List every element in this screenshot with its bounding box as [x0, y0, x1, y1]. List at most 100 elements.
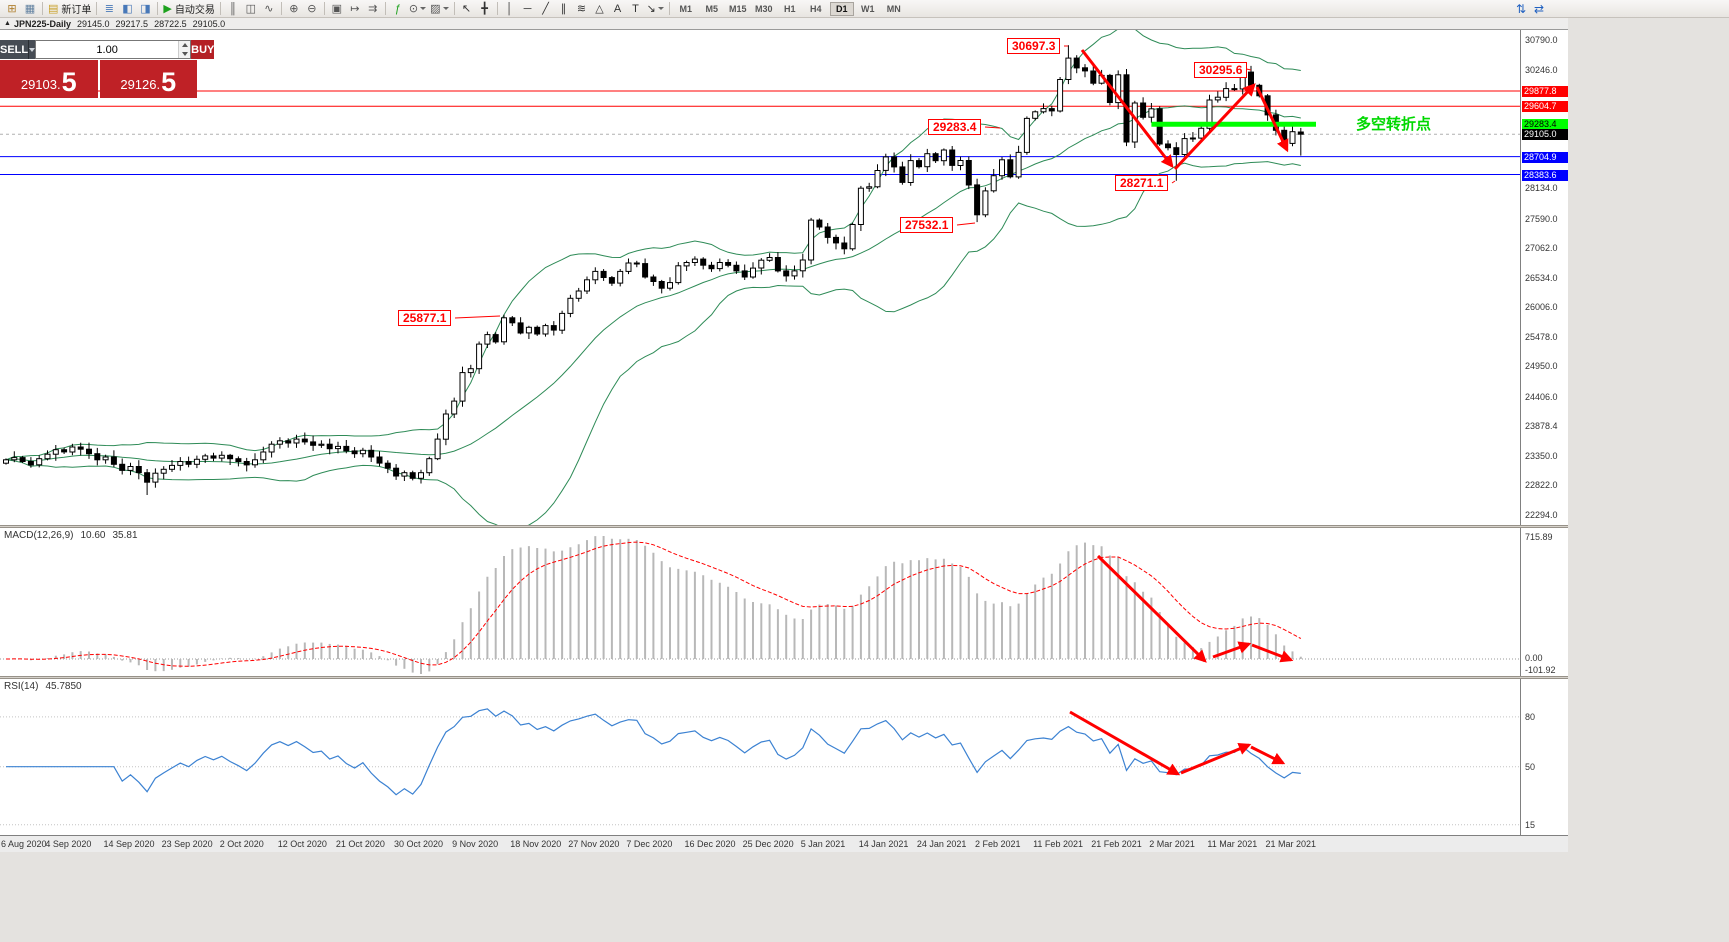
volume-input[interactable] [36, 41, 179, 58]
buy-button[interactable]: BUY [191, 40, 215, 59]
buy-price-display[interactable]: 29126. 5 [99, 60, 197, 98]
data-window-icon[interactable]: ◧ [118, 1, 136, 17]
chart-shift-icon[interactable]: ⇉ [364, 1, 382, 17]
timeframe-button-m30[interactable]: M30 [754, 3, 773, 14]
tile-windows-icon[interactable]: ▣ [328, 1, 346, 17]
price-tick-label: 24950.0 [1525, 361, 1558, 372]
time-axis-label: 14 Jan 2021 [858, 839, 909, 849]
trend-arrow [1080, 49, 1174, 168]
price-callout[interactable]: 30295.6 [1194, 62, 1248, 78]
market-watch-icon: ≣ [104, 2, 115, 15]
timeframe-button-m1[interactable]: M1 [679, 3, 692, 14]
rsi-arrow[interactable] [1069, 710, 1181, 776]
sell-button[interactable]: SELL [0, 40, 29, 59]
macd-arrow[interactable] [1096, 554, 1207, 663]
trend-arrows[interactable] [1080, 49, 1289, 171]
price-callout[interactable]: 29283.4 [928, 119, 982, 135]
price-callout[interactable]: 25877.1 [398, 310, 452, 326]
time-axis-label: 21 Mar 2021 [1265, 839, 1317, 849]
bar-chart-icon[interactable]: ║ [224, 1, 242, 17]
toolbar-separator [157, 2, 159, 15]
bollinger-bands [5, 30, 1301, 525]
rsi-arrow[interactable] [1180, 743, 1252, 775]
macd-panel[interactable] [0, 528, 1520, 676]
sell-price-display[interactable]: 29103. 5 [0, 60, 98, 98]
new-order-button[interactable]: ▤ 新订单 [46, 1, 93, 17]
timeframe-button-mn[interactable]: MN [886, 3, 901, 14]
price-tick-label: 23350.0 [1525, 450, 1558, 461]
equidistant-channel-icon[interactable]: ∥ [555, 1, 573, 17]
volume-up-icon[interactable] [179, 41, 190, 50]
arrows-tool-icon[interactable]: ↘ [645, 1, 666, 17]
new-chart-icon[interactable]: ⊞ [3, 1, 21, 17]
text-icon[interactable]: A [609, 1, 627, 17]
trendline-icon[interactable]: ╱ [537, 1, 555, 17]
timeframe-button-m15[interactable]: M15 [728, 3, 747, 14]
timeframe-button-w1[interactable]: W1 [860, 3, 875, 14]
volume-stepper[interactable] [178, 41, 191, 59]
pivot-price-label: 29283.4 [1522, 119, 1568, 131]
price-callout[interactable]: 27532.1 [900, 217, 954, 233]
timeframe-button-d1[interactable]: D1 [829, 1, 854, 16]
indicators-icon[interactable]: ƒ [389, 1, 407, 17]
rsi-panel[interactable] [0, 679, 1520, 835]
macd-arrow[interactable] [1251, 643, 1294, 663]
toolbar-separator [219, 2, 221, 15]
profiles-icon: ▦ [24, 2, 36, 15]
crosshair-icon[interactable]: ╋ [476, 1, 494, 17]
chart-symbol-label: JPN225-Daily [13, 18, 71, 29]
crosshair-icon: ╋ [481, 2, 488, 15]
zoom-in-icon[interactable]: ⊕ [285, 1, 303, 17]
macd-scale-label: 0.00 [1525, 653, 1543, 663]
auto-scroll-icon[interactable]: ↦ [346, 1, 364, 17]
market-watch-icon[interactable]: ≣ [100, 1, 118, 17]
trendline-icon: ╱ [542, 2, 549, 15]
chart-title-bar: ▲ JPN225-Daily 29145.0 29217.5 28722.5 2… [0, 18, 1568, 30]
auto-trading-button[interactable]: ▶ 自动交易 [161, 1, 216, 17]
horizontal-line-icon[interactable]: ─ [519, 1, 537, 17]
panel-divider[interactable] [0, 676, 1568, 679]
navigator-icon[interactable]: ◨ [136, 1, 154, 17]
chart-switch-icon[interactable]: ⇄ [1533, 2, 1545, 16]
data-window-icon: ◧ [122, 2, 133, 15]
tile-windows-icon: ▣ [331, 2, 343, 15]
chart-scroll-icon[interactable]: ⇅ [1515, 2, 1527, 16]
time-axis-label: 24 Jan 2021 [916, 839, 967, 849]
equidistant-channel-icon: ∥ [560, 2, 567, 15]
timeframe-button-h4[interactable]: H4 [809, 3, 822, 14]
shapes-icon[interactable]: △ [591, 1, 609, 17]
price-tick-label: 28134.0 [1525, 183, 1558, 194]
time-axis-label: 6 Aug 2020 [1, 839, 47, 849]
auto-scroll-icon: ↦ [350, 2, 360, 15]
timeframe-button-h1[interactable]: H1 [783, 3, 796, 14]
chart-marker-icon: ▲ [4, 20, 11, 27]
rsi-arrow[interactable] [1250, 745, 1286, 765]
text-label-icon[interactable]: T [627, 1, 645, 17]
vertical-line-icon[interactable]: │ [501, 1, 519, 17]
sell-dropdown-icon[interactable] [28, 40, 36, 59]
pivot-annotation-text[interactable]: 多空转折点 [1356, 116, 1432, 133]
time-axis[interactable]: 6 Aug 2020 4 Sep 2020 14 Sep 2020 23 Sep 20… [0, 835, 1568, 852]
profiles-icon[interactable]: ▦ [21, 1, 39, 17]
timeframe-button-m5[interactable]: M5 [705, 3, 718, 14]
templates-icon: ▨ [430, 2, 441, 15]
templates-icon[interactable]: ▨ [428, 1, 450, 17]
current-price-label: 29105.0 [1522, 129, 1568, 141]
panel-divider[interactable] [0, 525, 1568, 528]
candlestick-chart-icon[interactable]: ◫ [242, 1, 260, 17]
cursor-icon[interactable]: ↖ [458, 1, 476, 17]
macd-arrow[interactable] [1212, 641, 1252, 659]
volume-box [35, 40, 192, 59]
price-callout[interactable]: 30697.3 [1007, 38, 1061, 54]
line-chart-icon[interactable]: ∿ [260, 1, 278, 17]
price-callout[interactable]: 28271.1 [1115, 175, 1169, 191]
fibonacci-icon[interactable]: ≋ [573, 1, 591, 17]
candles-layer[interactable] [3, 45, 1304, 495]
periods-icon[interactable]: ⊙ [407, 1, 428, 17]
zoom-out-icon[interactable]: ⊖ [303, 1, 321, 17]
navigator-icon: ◨ [140, 2, 151, 15]
volume-down-icon[interactable] [179, 50, 190, 59]
main-price-chart[interactable] [0, 30, 1520, 525]
buy-price-main: 29126. [120, 77, 161, 92]
